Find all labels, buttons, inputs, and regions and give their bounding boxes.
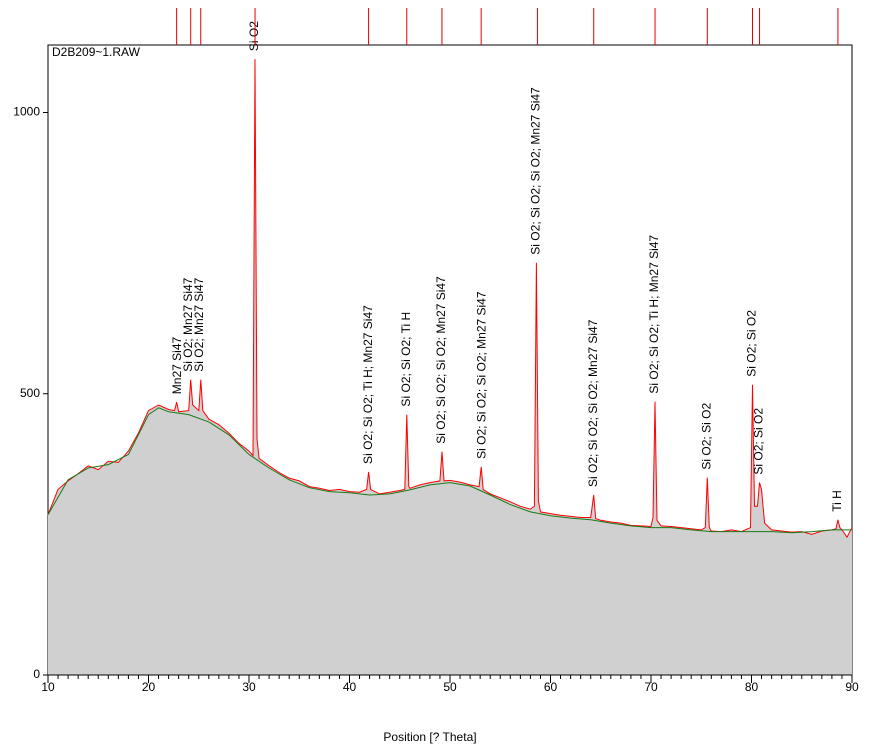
peak-label: Si O2; Si O2; Ti H; Mn27 Si47 xyxy=(361,305,375,464)
peak-label: Si O2; Si O2 xyxy=(752,408,766,475)
line xyxy=(47,407,852,534)
x-tick-label: 30 xyxy=(242,680,256,694)
peak-label: Mn27 Si47 xyxy=(170,336,184,394)
y-tick-label: 0 xyxy=(33,667,40,681)
x-tick-label: 80 xyxy=(745,680,759,694)
x-tick-label: 20 xyxy=(142,680,156,694)
peak-label: Ti H xyxy=(830,490,844,512)
peak-label: Si O2; Si O2; Ti H; Mn27 Si47 xyxy=(647,235,661,394)
peak-label: Si O2; Si O2; Si O2; Mn27 Si47 xyxy=(474,291,488,459)
peak-label: Si O2; Si O2; Ti H xyxy=(399,312,413,407)
x-tick-label: 50 xyxy=(443,680,457,694)
peak-label: Si O2; Mn27 Si47 xyxy=(192,277,206,371)
peak-label: Si O2; Si O2 xyxy=(745,310,759,377)
x-tick-label: 70 xyxy=(644,680,658,694)
peak-label: Si O2; Si O2; Si O2; Mn27 Si47 xyxy=(529,87,543,255)
x-tick-label: 60 xyxy=(544,680,558,694)
peak-label: Si O2; Si O2 xyxy=(699,403,713,470)
peak-label: Si O2; Mn27 Si47 xyxy=(181,277,195,371)
x-tick-label: 40 xyxy=(343,680,357,694)
y-tick-label: 1000 xyxy=(13,105,40,119)
y-tick-label: 500 xyxy=(20,386,40,400)
x-axis-label: Position [? Theta] xyxy=(383,730,476,744)
peak-label: Si O2; Si O2; Si O2; Mn27 Si47 xyxy=(586,319,600,487)
line xyxy=(47,59,853,539)
peak-label: Si O2 xyxy=(247,21,261,51)
x-tick-label: 10 xyxy=(41,680,55,694)
area xyxy=(48,59,852,676)
x-tick-label: 90 xyxy=(845,680,859,694)
chart-title: D2B209~1.RAW xyxy=(52,45,141,59)
peak-label: Si O2; Si O2; Si O2; Mn27 Si47 xyxy=(434,276,448,444)
